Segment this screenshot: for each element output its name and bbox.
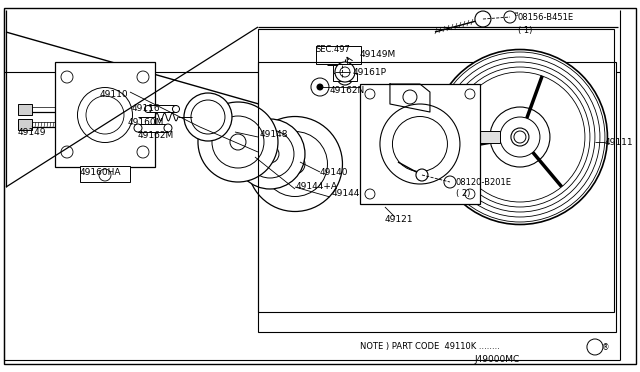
Bar <box>18 119 32 130</box>
Ellipse shape <box>86 96 124 134</box>
Text: 49148: 49148 <box>260 129 289 138</box>
Bar <box>258 29 614 312</box>
Bar <box>258 62 616 332</box>
Bar <box>55 62 155 167</box>
Text: 49162M: 49162M <box>138 131 174 140</box>
Text: 49144+A: 49144+A <box>296 183 338 192</box>
Ellipse shape <box>514 131 526 143</box>
Text: ®: ® <box>602 343 610 353</box>
Text: NOTE ) PART CODE  49110K ........: NOTE ) PART CODE 49110K ........ <box>360 343 500 352</box>
Ellipse shape <box>134 124 142 132</box>
Bar <box>138 124 168 132</box>
Text: SEC.497: SEC.497 <box>316 45 351 54</box>
Bar <box>80 166 130 182</box>
Bar <box>316 46 361 64</box>
Ellipse shape <box>164 124 172 132</box>
Text: ( 1): ( 1) <box>518 26 532 35</box>
Ellipse shape <box>511 128 529 146</box>
Ellipse shape <box>262 132 328 196</box>
Bar <box>333 73 357 81</box>
Bar <box>18 104 32 115</box>
Ellipse shape <box>145 106 152 112</box>
Bar <box>148 105 176 112</box>
Ellipse shape <box>191 100 225 134</box>
Ellipse shape <box>261 145 279 163</box>
Text: ( 2): ( 2) <box>456 189 470 199</box>
Bar <box>440 131 500 143</box>
Ellipse shape <box>380 104 460 184</box>
Ellipse shape <box>184 93 232 141</box>
Text: 49160M: 49160M <box>128 118 164 126</box>
Ellipse shape <box>433 49 607 224</box>
Ellipse shape <box>172 106 179 112</box>
Circle shape <box>416 169 428 181</box>
Ellipse shape <box>248 116 342 212</box>
Circle shape <box>335 62 355 82</box>
Text: 49161P: 49161P <box>353 67 387 77</box>
Bar <box>360 84 480 204</box>
Text: 49121: 49121 <box>385 215 413 224</box>
Ellipse shape <box>77 87 132 142</box>
Text: 08120-B201E: 08120-B201E <box>456 177 512 186</box>
Text: 49160HA: 49160HA <box>80 167 122 176</box>
Ellipse shape <box>500 117 540 157</box>
Text: J49000MC: J49000MC <box>475 356 520 365</box>
Ellipse shape <box>246 130 294 178</box>
Text: 49149M: 49149M <box>360 49 396 58</box>
Circle shape <box>317 84 323 90</box>
Text: 49144: 49144 <box>332 189 360 199</box>
Ellipse shape <box>212 116 264 168</box>
Ellipse shape <box>235 119 305 189</box>
Text: 49116: 49116 <box>132 103 161 112</box>
Text: 49111: 49111 <box>605 138 634 147</box>
Text: 49140: 49140 <box>320 167 348 176</box>
Circle shape <box>475 11 491 27</box>
Ellipse shape <box>392 116 447 171</box>
Text: 49110: 49110 <box>100 90 129 99</box>
Ellipse shape <box>198 102 278 182</box>
Text: 08156-B451E: 08156-B451E <box>518 13 574 22</box>
Text: 49162N: 49162N <box>330 86 365 94</box>
Text: 49149: 49149 <box>18 128 47 137</box>
Ellipse shape <box>490 107 550 167</box>
Text: B: B <box>514 12 518 16</box>
Ellipse shape <box>285 154 305 174</box>
